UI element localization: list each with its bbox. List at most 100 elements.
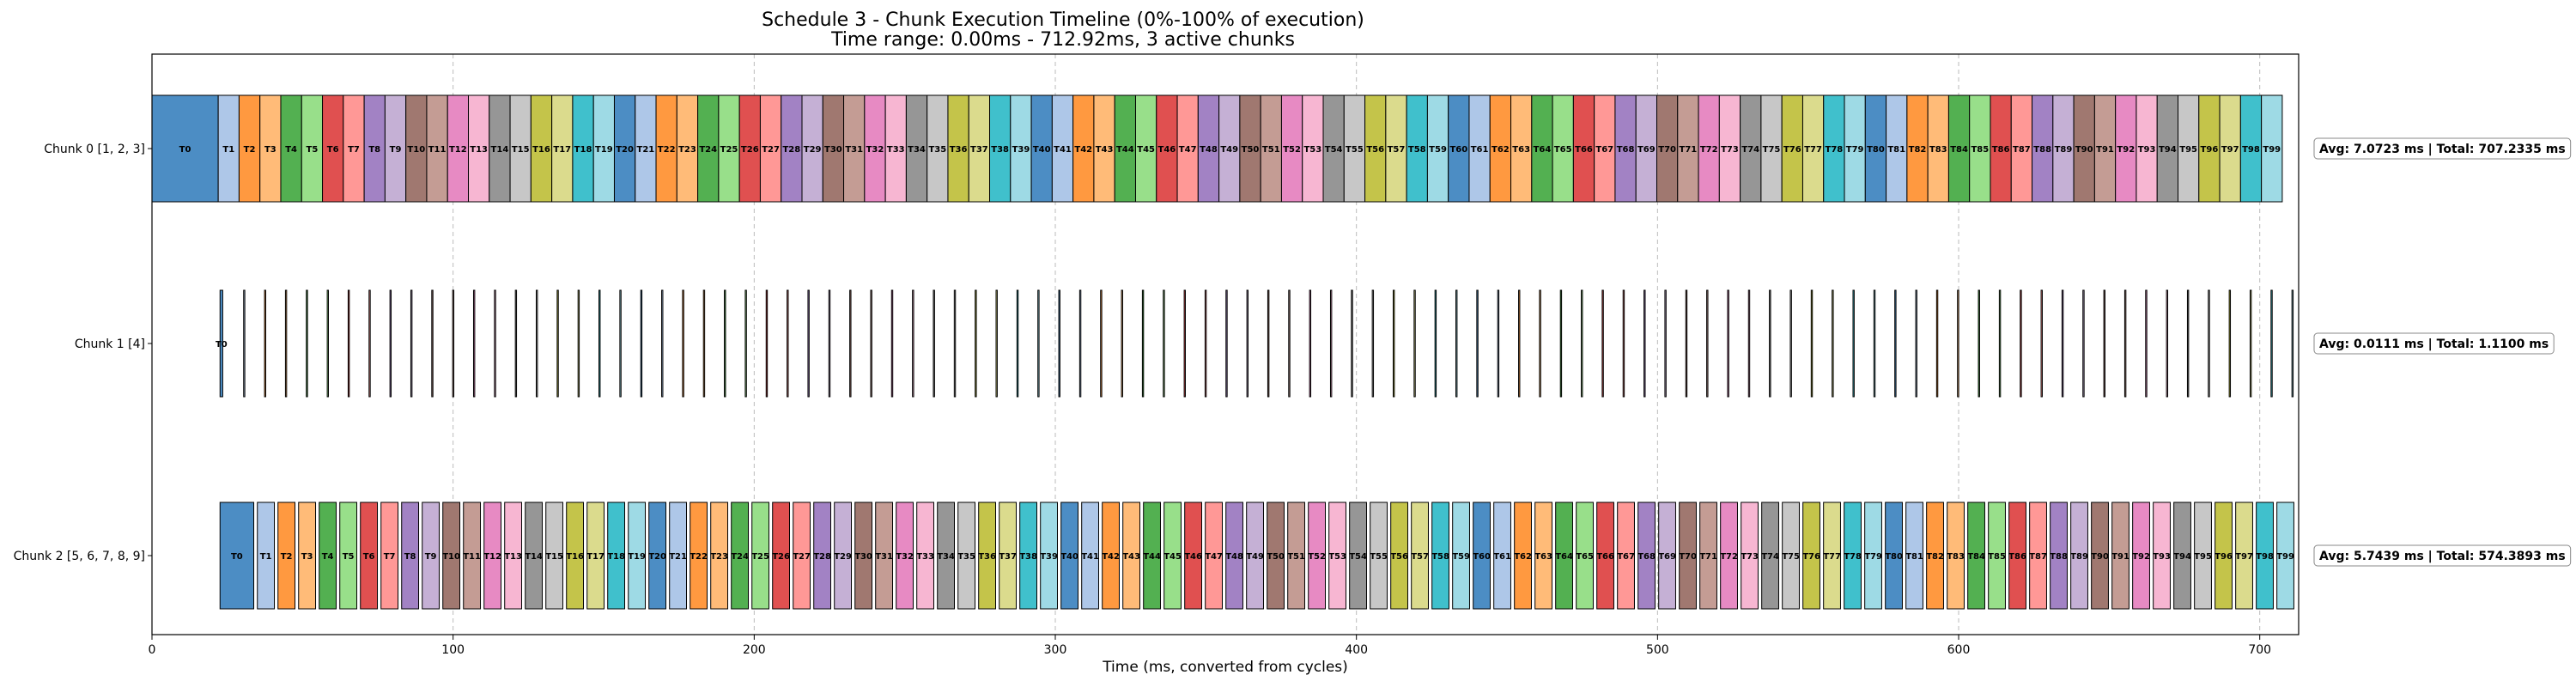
task-label: T89 — [2055, 145, 2073, 155]
task-bar — [1093, 94, 1115, 203]
task-label: T17 — [586, 552, 605, 562]
task-label: T42 — [1074, 145, 1092, 155]
task-bar — [1183, 289, 1186, 398]
task-bar — [1370, 502, 1388, 610]
task-label: T96 — [2215, 552, 2233, 562]
task-bar — [509, 94, 532, 203]
chunk-summaries: Avg: 7.0723 ms | Total: 707.2335 ms Avg: … — [2313, 137, 2572, 567]
task-label: T31 — [845, 145, 863, 155]
task-bar — [2239, 94, 2263, 203]
task-bar — [1413, 289, 1416, 398]
task-bar — [1614, 94, 1637, 203]
task-label: T12 — [483, 552, 501, 562]
x-tick-label: 200 — [743, 643, 766, 657]
task-bar — [916, 502, 934, 610]
task-bar — [2215, 502, 2233, 610]
task-bar — [1246, 289, 1249, 398]
task-label: T31 — [875, 552, 893, 562]
task-bar — [953, 289, 957, 398]
task-bar — [1698, 94, 1720, 203]
task-bar — [1260, 94, 1282, 203]
task-bar — [1328, 502, 1346, 610]
task-bar — [2153, 502, 2171, 610]
task-label: T64 — [1555, 552, 1573, 562]
task-bar — [2228, 289, 2232, 398]
task-label: T22 — [658, 145, 676, 155]
task-label: T8 — [404, 552, 416, 562]
task-label: T62 — [1492, 145, 1510, 155]
task-bar — [1801, 94, 1825, 203]
task-bar — [1656, 94, 1679, 203]
task-bar — [995, 289, 998, 398]
task-bar — [619, 289, 622, 398]
task-bar — [1699, 502, 1717, 610]
task-bar — [1510, 94, 1533, 203]
summary-text: Avg: 0.0111 ms | Total: 1.1100 ms — [2319, 337, 2549, 351]
task-label: T32 — [866, 145, 884, 155]
task-label: T84 — [1950, 145, 1968, 155]
task-label: T42 — [1102, 552, 1120, 562]
task-bar — [586, 502, 605, 610]
task-bar — [1493, 502, 1511, 610]
chart-subtitle: Time range: 0.00ms - 712.92ms, 3 active … — [830, 29, 1295, 51]
task-bar — [1016, 289, 1019, 398]
task-bar — [744, 289, 747, 398]
task-bar — [975, 289, 977, 398]
task-bar — [989, 94, 1012, 203]
task-bar — [525, 502, 544, 610]
task-label: T75 — [1763, 145, 1781, 155]
task-bar — [1218, 94, 1241, 203]
task-bar — [1844, 502, 1862, 610]
task-bar — [298, 502, 317, 610]
task-label: T21 — [637, 145, 655, 155]
task-label: T15 — [545, 552, 563, 562]
task-label: T16 — [532, 145, 550, 155]
task-bar — [1010, 94, 1032, 203]
task-bar — [1030, 94, 1053, 203]
task-bar — [2261, 94, 2283, 203]
task-bar — [1988, 502, 2006, 610]
task-bar — [2166, 289, 2169, 398]
task-label: T88 — [2033, 145, 2051, 155]
task-bar — [219, 289, 223, 398]
task-label: T84 — [1967, 552, 1985, 562]
task-bar — [1364, 94, 1387, 203]
task-label: T59 — [1429, 145, 1447, 155]
task-bar — [731, 502, 750, 610]
task-label: T20 — [616, 145, 634, 155]
task-bar — [2093, 94, 2117, 203]
task-bar — [301, 94, 324, 203]
task-bar — [648, 502, 667, 610]
task-bar — [2050, 502, 2068, 610]
task-bar — [1967, 502, 1985, 610]
task-bar — [422, 502, 440, 610]
task-bar — [1769, 289, 1771, 398]
task-label: T89 — [2070, 552, 2088, 562]
task-label: T77 — [1804, 145, 1822, 155]
task-label: T96 — [2201, 145, 2219, 155]
task-label: T68 — [1637, 552, 1656, 562]
task-bar — [702, 289, 706, 398]
task-bars: T0 T1 T2 T3 T4 T5 T6 T7 T8 T9 T10 T11 T12 T13 T14 T15 T1… — [151, 94, 2294, 610]
task-label: T50 — [1242, 145, 1260, 155]
task-bar — [2082, 289, 2085, 398]
task-label: T53 — [1328, 552, 1346, 562]
task-label: T94 — [2173, 552, 2191, 562]
task-bar — [937, 502, 955, 610]
task-bar — [2008, 502, 2026, 610]
task-label: T36 — [950, 145, 968, 155]
task-bar — [2115, 94, 2137, 203]
task-label: T48 — [1200, 145, 1218, 155]
task-label: T79 — [1864, 552, 1882, 562]
task-bar — [426, 94, 448, 203]
task-label: T27 — [793, 552, 811, 562]
x-tick-label: 600 — [1947, 643, 1971, 657]
chunk-1-bars: T0 — [216, 289, 2294, 398]
task-label: T28 — [782, 145, 800, 155]
task-bar — [410, 289, 413, 398]
task-label: T55 — [1346, 145, 1364, 155]
x-tick-label: 300 — [1044, 643, 1067, 657]
task-label: T66 — [1596, 552, 1614, 562]
task-label: T54 — [1325, 145, 1343, 155]
task-bar — [489, 94, 511, 203]
